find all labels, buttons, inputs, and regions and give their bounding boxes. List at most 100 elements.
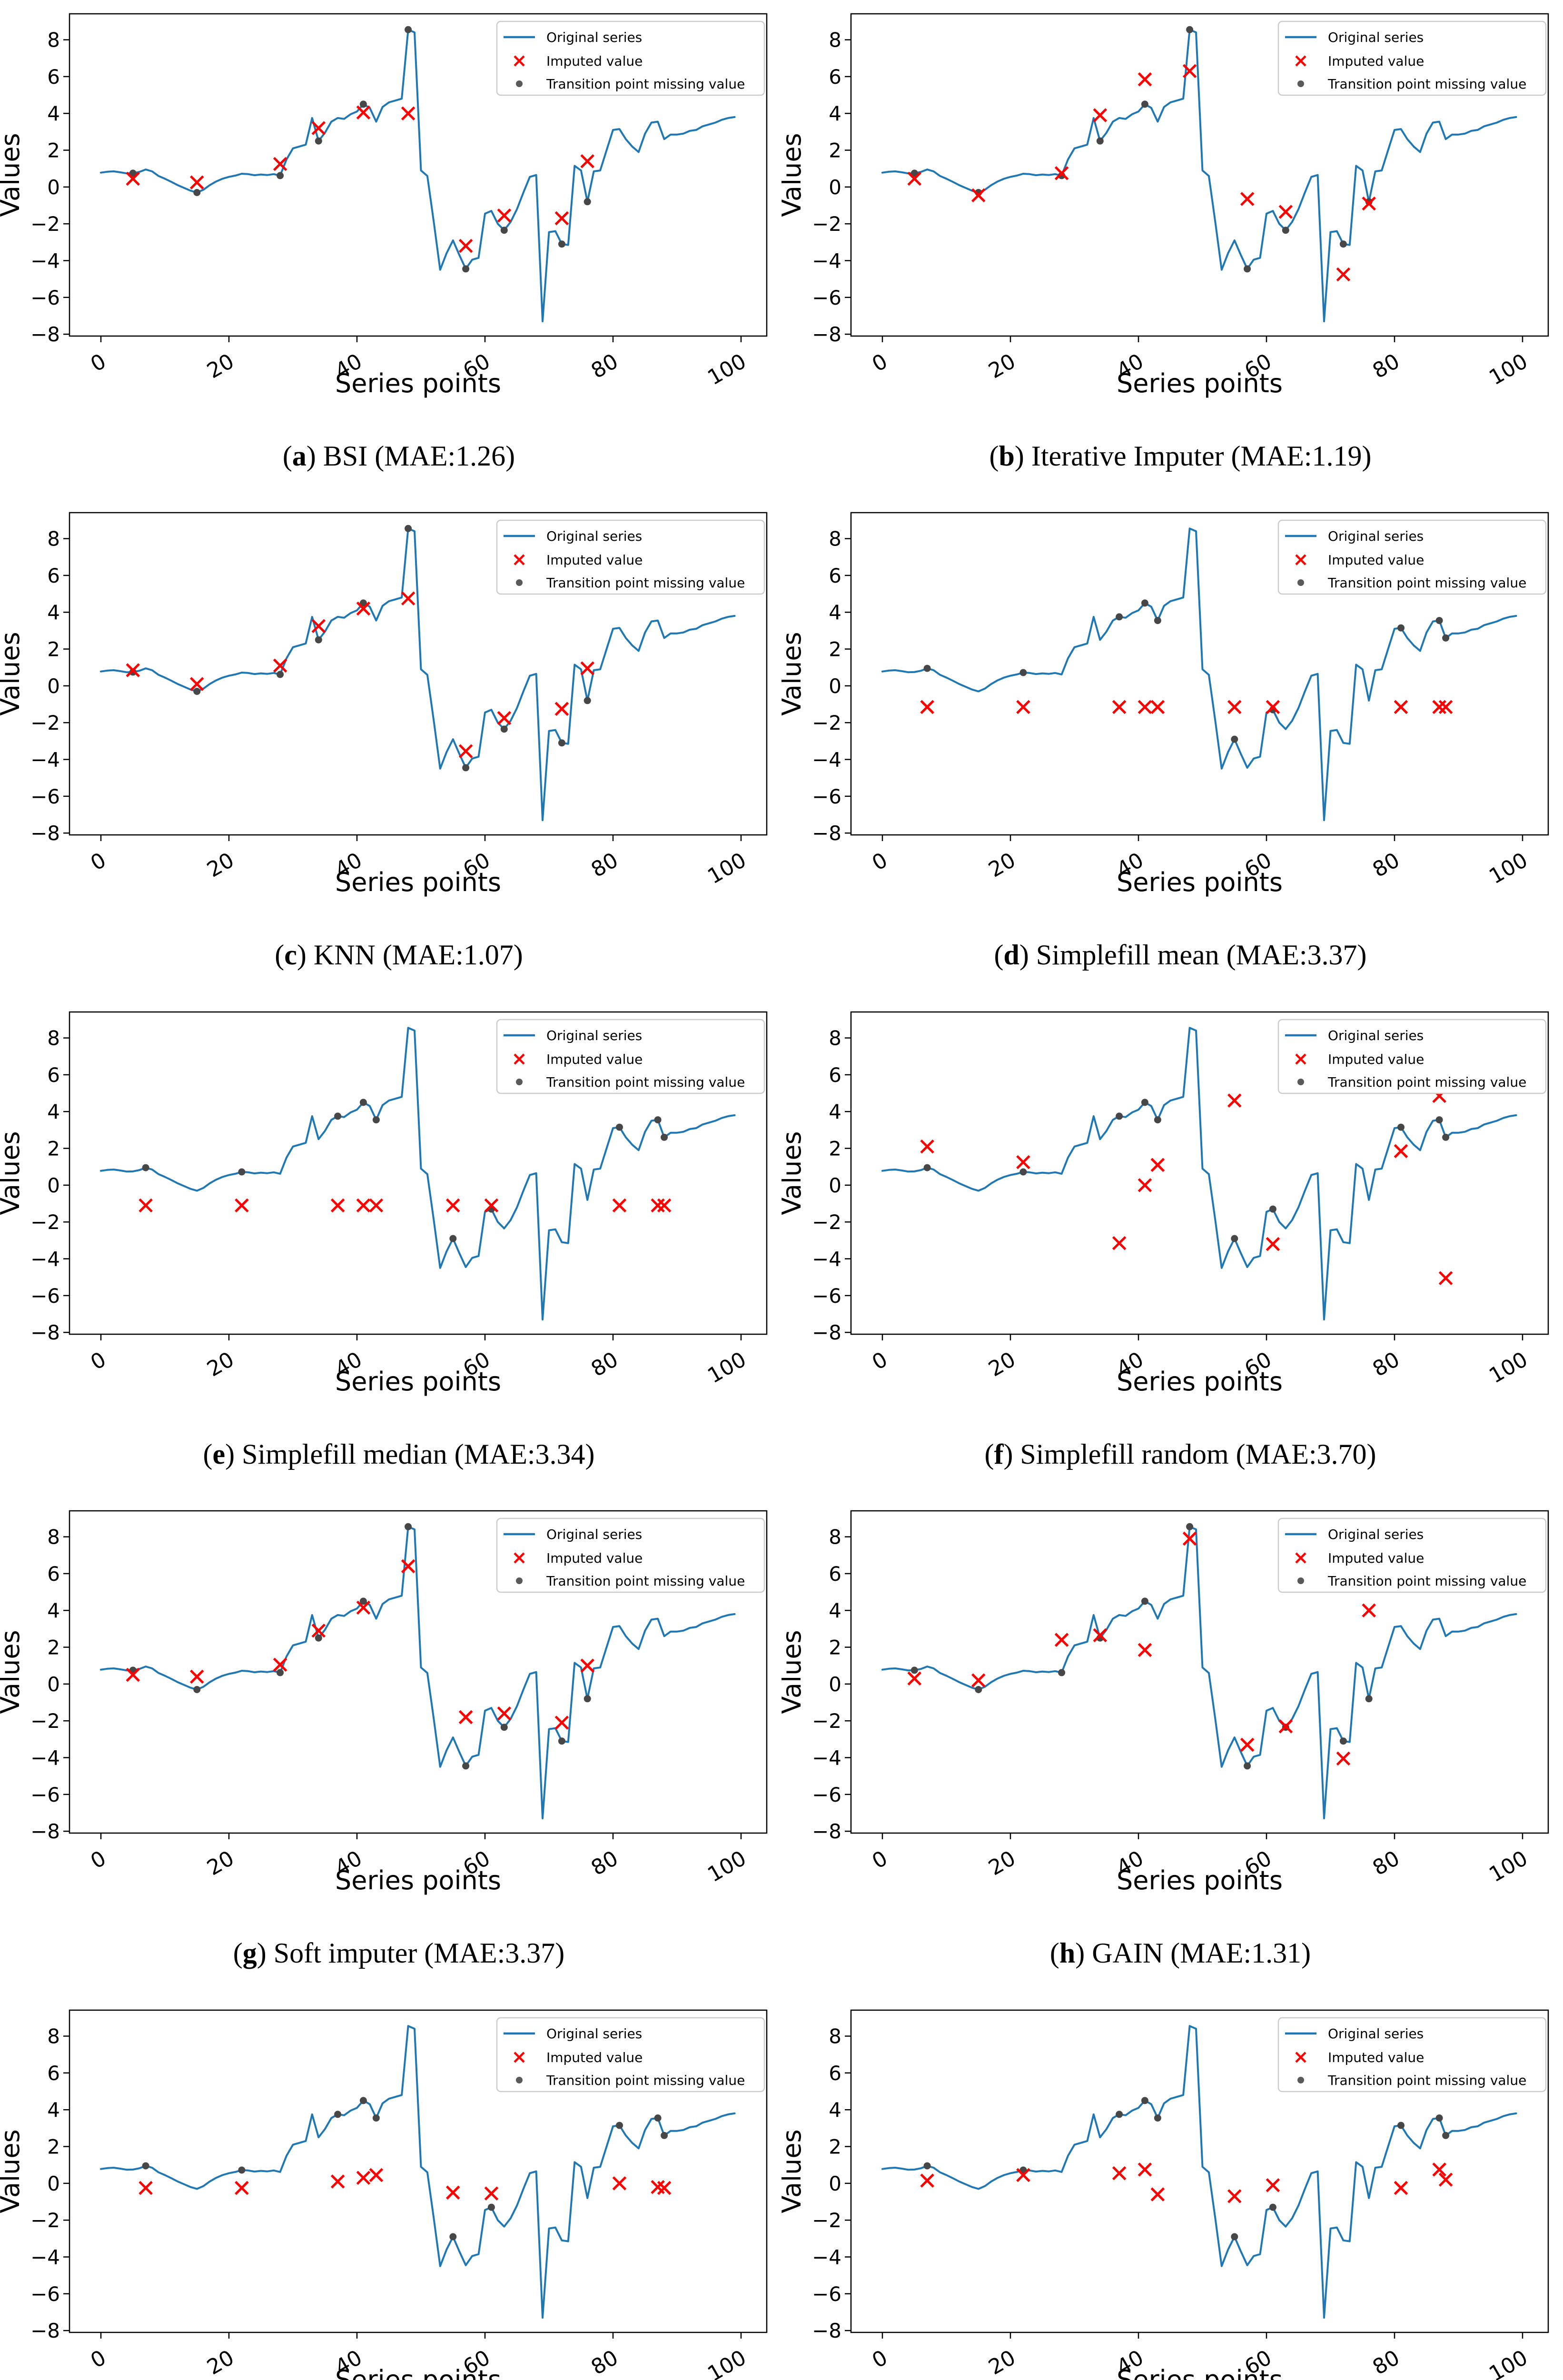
transition-point-dot xyxy=(238,1168,246,1176)
legend-label-imputed-value: Imputed value xyxy=(546,552,643,568)
caption-letter: g xyxy=(243,1937,257,1969)
x-axis-label: Series points xyxy=(1117,1367,1283,1397)
legend-label-imputed-value: Imputed value xyxy=(1328,53,1424,69)
x-axis-label: Series points xyxy=(335,1865,501,1895)
imputed-value-marker xyxy=(1266,2178,1280,2192)
subplot-cell-b: 8 6 4 2 0 −2 −4 −6 −8 0 20 40 60 80 100 Values Series po… xyxy=(782,0,1563,499)
imputed-value-marker xyxy=(612,1198,627,1212)
transition-point-dot xyxy=(1269,1205,1276,1213)
transition-point-dot xyxy=(142,2162,149,2170)
y-tick-label: 2 xyxy=(829,139,841,162)
imputed-value-marker xyxy=(1016,700,1030,714)
imputed-value-marker xyxy=(369,2168,384,2182)
transition-point-dot xyxy=(193,188,201,196)
x-tick-label: 80 xyxy=(1369,1347,1404,1381)
imputed-value-marker xyxy=(651,1198,665,1212)
legend-label-original-series: Original series xyxy=(546,1527,642,1542)
legend-label-imputed-value: Imputed value xyxy=(546,1550,643,1566)
imputed-value-marker xyxy=(1093,108,1108,122)
y-tick-label: 0 xyxy=(829,1174,841,1197)
y-tick-label: −6 xyxy=(30,2282,60,2305)
imputed-value-marker xyxy=(1438,700,1453,714)
transition-point-dot xyxy=(238,2166,246,2174)
caption-letter: a xyxy=(292,440,307,472)
imputed-value-marker xyxy=(273,1657,287,1672)
transition-point-dot xyxy=(359,100,367,108)
imputed-value-marker xyxy=(920,1139,934,1154)
imputed-value-marker xyxy=(1138,1643,1152,1657)
imputed-value-marker xyxy=(1278,205,1293,219)
caption-text: ) GAIN (MAE:1.31) xyxy=(1075,1937,1311,1969)
transition-point-dot-icon xyxy=(1297,1078,1304,1085)
x-axis-label: Series points xyxy=(335,867,501,897)
y-tick-label: −2 xyxy=(812,1210,841,1234)
transition-point-dot xyxy=(558,1737,565,1745)
y-tick-label: 4 xyxy=(829,601,841,625)
y-tick-label: 8 xyxy=(829,1526,841,1549)
legend-label-original-series: Original series xyxy=(1328,2026,1424,2042)
transition-point-dot xyxy=(1141,1099,1148,1106)
imputed-value-x-icon xyxy=(514,1552,525,1564)
transition-point-dot xyxy=(1019,669,1027,676)
imputed-value-marker xyxy=(126,171,140,186)
x-tick-label: 100 xyxy=(1485,1846,1532,1887)
transition-point-dot xyxy=(1116,2110,1123,2118)
imputed-value-marker xyxy=(458,744,473,759)
transition-point-dot xyxy=(1442,1133,1450,1141)
y-axis-label: Values xyxy=(0,2129,25,2213)
y-tick-label: 8 xyxy=(829,1026,841,1050)
caption-text: ) Simplefill random (MAE:3.70) xyxy=(1003,1438,1376,1470)
caption-letter: b xyxy=(999,440,1015,472)
transition-point-dot xyxy=(193,688,201,695)
imputed-value-x-icon xyxy=(1295,2051,1306,2063)
x-tick-label: 20 xyxy=(985,2345,1020,2380)
original-series-line xyxy=(100,527,736,822)
y-axis-label: Values xyxy=(0,1131,25,1215)
x-axis-label: Series points xyxy=(1117,2365,1283,2380)
y-tick-label: 6 xyxy=(829,2061,841,2084)
imputed-value-marker xyxy=(497,1706,512,1721)
imputed-value-marker xyxy=(189,677,204,692)
transition-point-dot xyxy=(1019,1168,1027,1176)
transition-point-dot xyxy=(315,1634,322,1642)
transition-point-dot xyxy=(1435,2114,1443,2122)
transition-point-dot xyxy=(1154,617,1161,625)
y-tick-label: 8 xyxy=(829,527,841,551)
y-tick-label: 4 xyxy=(47,102,60,125)
subplot-caption: (b) Iterative Imputer (MAE:1.19) xyxy=(989,440,1372,472)
y-tick-label: 2 xyxy=(829,1137,841,1160)
legend-label-transition-point: Transition point missing value xyxy=(1327,76,1526,92)
imputed-value-marker xyxy=(1016,1155,1030,1170)
y-tick-label: −8 xyxy=(812,1820,841,1843)
y-tick-label: 8 xyxy=(829,29,841,52)
imputed-value-marker xyxy=(1112,1236,1127,1250)
x-tick-label: 100 xyxy=(1485,2345,1532,2380)
transition-point-dot xyxy=(615,2122,623,2129)
y-tick-label: 6 xyxy=(829,564,841,587)
x-tick-label: 100 xyxy=(703,349,750,390)
subplot-cell-g: 8 6 4 2 0 −2 −4 −6 −8 0 20 40 60 80 100 Values Series po… xyxy=(0,1497,782,1996)
x-tick-label: 80 xyxy=(1369,848,1404,883)
original-series-line xyxy=(881,1027,1517,1320)
imputed-value-x-icon xyxy=(514,554,525,565)
imputed-value-marker xyxy=(273,658,287,673)
x-tick-label: 20 xyxy=(203,349,238,383)
subplot-cell-e: 8 6 4 2 0 −2 −4 −6 −8 0 20 40 60 80 100 Values Series po… xyxy=(0,998,782,1497)
transition-point-dot-icon xyxy=(515,579,523,586)
y-tick-label: 0 xyxy=(47,1673,60,1696)
transition-point-dot xyxy=(315,137,322,145)
caption-text: ) Simplefill median (MAE:3.34) xyxy=(225,1438,594,1470)
y-tick-label: −4 xyxy=(30,748,60,772)
transition-point-dot xyxy=(487,2203,495,2211)
caption-text: ) Simplefill mean (MAE:3.37) xyxy=(1019,939,1367,971)
transition-point-dot xyxy=(449,2233,457,2241)
y-tick-label: 0 xyxy=(47,674,60,698)
caption-letter: d xyxy=(1003,939,1019,971)
caption-open-paren: ( xyxy=(275,939,284,971)
y-tick-label: −2 xyxy=(30,1709,60,1733)
imputed-value-marker xyxy=(1227,2189,1242,2203)
y-tick-label: −4 xyxy=(812,249,841,272)
subplot-cell-d: 8 6 4 2 0 −2 −4 −6 −8 0 20 40 60 80 100 Values Series po… xyxy=(782,499,1563,998)
